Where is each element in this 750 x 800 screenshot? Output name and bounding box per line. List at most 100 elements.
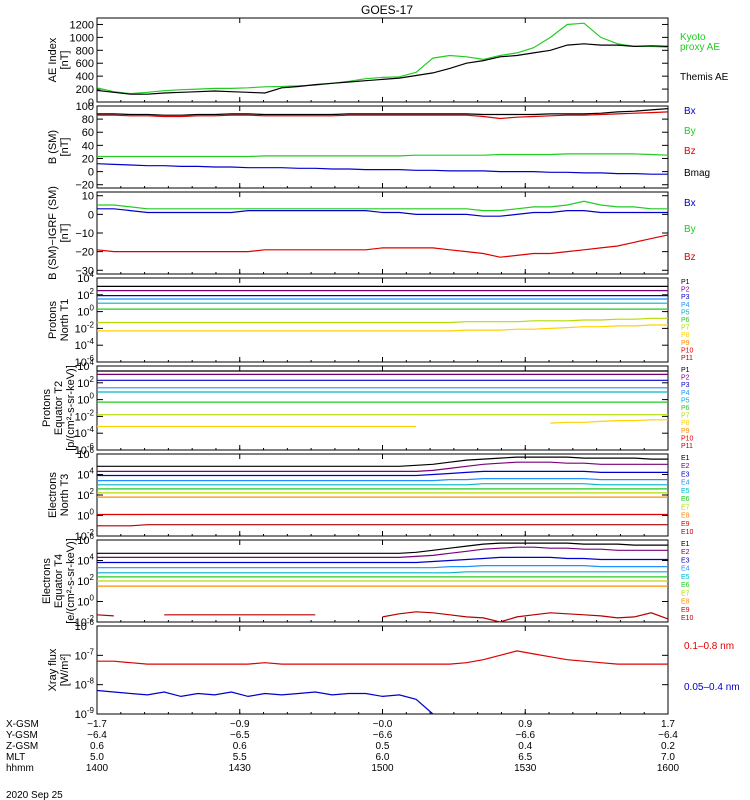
y-tick-label: 104 [77, 467, 94, 482]
y-tick-label: 10-2 [75, 614, 95, 629]
y-tick-label: 100 [77, 304, 94, 319]
legend-entry: E7 [681, 504, 690, 511]
legend-entry: P10 [681, 435, 694, 442]
legend-entry: E3 [681, 557, 690, 564]
legend-entry: E1 [681, 541, 690, 548]
y-tick-label: 80 [82, 114, 94, 126]
panel-frame [96, 191, 669, 275]
y-tick-label: 400 [76, 71, 94, 83]
y-axis-label: Equator T2 [53, 381, 65, 435]
x-axis-tick-label: 0.2 [661, 741, 675, 752]
y-tick-label: 100 [77, 392, 94, 407]
legend-entry: E9 [681, 607, 690, 614]
series-line-3 [97, 556, 668, 564]
x-axis-tick-label: −6.4 [87, 730, 107, 741]
y-axis-label: [p/(cm²-s-sr-keV)] [65, 365, 77, 451]
legend-entry: Bz [684, 146, 696, 157]
panel-frame [96, 365, 669, 451]
x-axis-tick-label: 0.4 [518, 741, 532, 752]
legend-entry: Kyoto [680, 32, 706, 43]
x-axis-tick-label: 1600 [657, 763, 680, 774]
legend-entry: P9 [681, 428, 690, 435]
series-line-2 [97, 546, 668, 558]
x-axis-tick-label: 1430 [229, 763, 252, 774]
y-tick-label: −10 [75, 228, 94, 240]
y-axis-label: B (SM)−IGRF (SM) [47, 186, 59, 280]
legend-entry: Bx [684, 198, 696, 209]
legend-entry: By [684, 224, 696, 235]
y-axis-label: North T3 [59, 474, 71, 517]
y-tick-label: 10-7 [75, 647, 95, 662]
y-axis-label: Equator T4 [53, 554, 65, 608]
x-axis-tick-label: −6.6 [373, 730, 393, 741]
legend-entry: P5 [681, 309, 690, 316]
footer-date: 2020 Sep 25 [6, 790, 63, 800]
y-axis-label: AE Index [47, 37, 59, 82]
y-tick-label: 60 [82, 127, 94, 139]
series-line-2 [96, 689, 434, 715]
y-axis-label: [W/m²] [59, 654, 71, 686]
y-tick-label: −20 [75, 247, 94, 259]
y-tick-label: 10-6 [75, 442, 95, 457]
series-line-3 [97, 470, 668, 477]
y-tick-label: 800 [76, 45, 94, 57]
legend-entry: P6 [681, 405, 690, 412]
x-axis-tick-label: 6.0 [376, 752, 390, 763]
y-axis-label: Protons [47, 301, 59, 339]
series-line-3 [96, 234, 669, 258]
y-tick-label: 100 [77, 508, 94, 523]
legend-entry: P4 [681, 302, 690, 309]
x-axis-row-label: Y-GSM [6, 730, 38, 741]
y-tick-label: 20 [82, 153, 94, 165]
legend-entry: P1 [681, 367, 690, 374]
y-tick-label: 10-2 [75, 528, 95, 543]
legend-entry: By [684, 126, 696, 137]
legend-entry: E2 [681, 549, 690, 556]
x-axis-table: X-GSMY-GSMZ-GSMMLThhmm−1.7−6.40.65.01400… [6, 719, 680, 774]
legend-entry: P6 [681, 317, 690, 324]
legend-entry: E6 [681, 582, 690, 589]
y-tick-label: 102 [77, 375, 94, 390]
y-tick-label: 10 [82, 191, 94, 203]
series-line-2 [97, 461, 668, 472]
series-line-1 [96, 22, 669, 95]
legend-entry: E10 [681, 529, 694, 536]
series-line-1 [97, 108, 669, 116]
y-tick-label: 10-9 [75, 706, 95, 721]
x-axis-tick-label: −6.6 [515, 730, 535, 741]
x-axis-tick-label: 0.6 [90, 741, 104, 752]
y-axis-label: Xray flux [47, 648, 59, 691]
x-axis-tick-label: −6.4 [658, 730, 678, 741]
legend-entry: E1 [681, 455, 690, 462]
series-line-4 [97, 565, 668, 569]
x-axis-tick-label: −6.5 [230, 730, 250, 741]
y-axis-label: Electrons [41, 558, 53, 604]
y-tick-label: 104 [77, 553, 94, 568]
panel-8: 10-9 10-8 10-7 10-6 Xray flux [W/m²] 0.1–0.8 n… [47, 618, 740, 721]
x-axis-tick-label: 7.0 [661, 752, 675, 763]
y-tick-label: 0 [88, 167, 94, 179]
y-tick-label: 102 [77, 487, 94, 502]
legend-entry: E5 [681, 574, 690, 581]
y-tick-label: 104 [77, 358, 94, 373]
x-axis-tick-label: 0.6 [233, 741, 247, 752]
legend-entry: P9 [681, 340, 690, 347]
x-axis-tick-label: −0.0 [373, 719, 393, 730]
y-axis-label: Protons [41, 389, 53, 427]
legend-entry: P8 [681, 332, 690, 339]
legend-entry: P2 [681, 375, 690, 382]
legend-entry: P7 [681, 413, 690, 420]
series-line-4 [97, 478, 668, 482]
y-tick-label: 0 [88, 209, 94, 221]
x-axis-tick-label: 1530 [514, 763, 537, 774]
y-tick-label: 10-4 [75, 425, 95, 440]
legend-entry: P8 [681, 420, 690, 427]
y-tick-label: 200 [76, 84, 94, 96]
series-line-3 [97, 153, 669, 158]
y-tick-label: −20 [75, 180, 94, 192]
x-axis-row-label: MLT [6, 752, 25, 763]
y-tick-label: 600 [76, 58, 94, 70]
